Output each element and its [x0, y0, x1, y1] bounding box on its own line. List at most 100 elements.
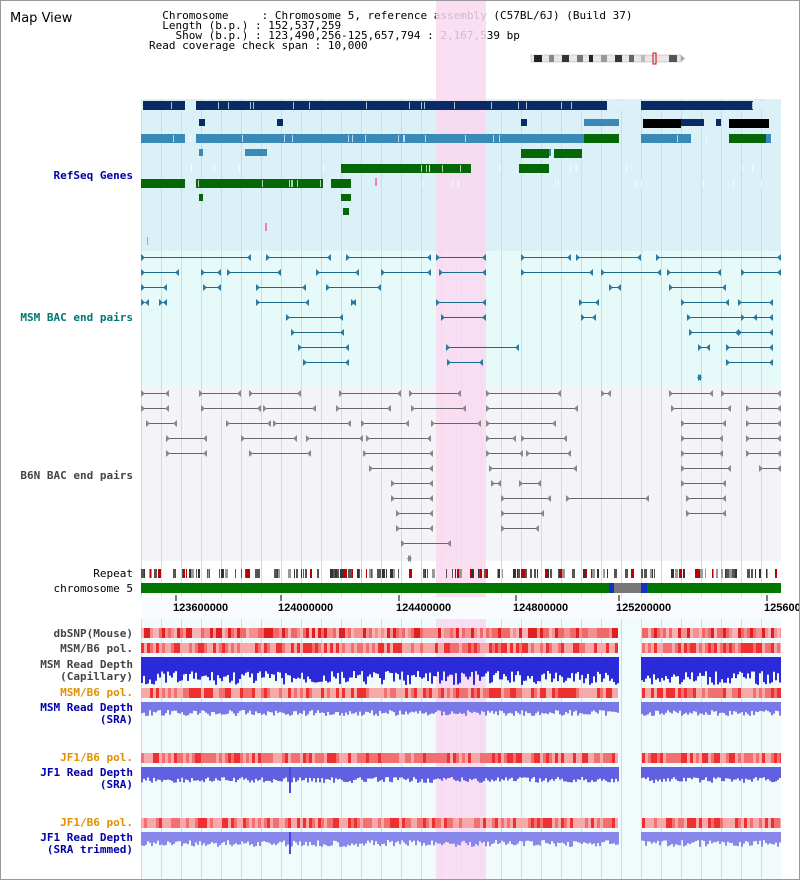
jf1-b6-pol-trimmed-strip	[663, 818, 666, 828]
bac-end-marker	[397, 390, 401, 397]
bac-end-marker	[482, 299, 486, 306]
dbsnp-strip	[369, 628, 372, 638]
msm-b6-pol-strip	[507, 643, 510, 653]
jf1-b6-pol-strip	[369, 753, 372, 763]
msm-read-depth-capillary-bar	[745, 657, 747, 679]
jf1-read-depth-bar	[575, 767, 577, 782]
jf1-b6-pol-trimmed-strip	[243, 818, 246, 828]
jf1-read-depth-bar	[651, 767, 653, 781]
msm-b6-pol-strip	[675, 643, 678, 653]
msm-read-depth-capillary-bar	[393, 657, 395, 682]
dbsnp-strip	[780, 628, 781, 638]
jf1-b6-pol-strip	[753, 753, 756, 763]
msm-b6-pol-sra-strip	[660, 688, 663, 698]
msm-read-depth-capillary-bar	[155, 657, 157, 681]
chromosome-ideogram[interactable]	[529, 52, 689, 66]
msm-read-depth-capillary-bar	[365, 657, 367, 685]
msm-b6-pol-sra-strip	[174, 688, 177, 698]
msm-b6-pol-sra-strip	[555, 688, 558, 698]
bac-end-marker	[355, 269, 359, 276]
msm-read-depth-sra-bar	[381, 702, 383, 714]
msm-read-depth-sra-bar	[723, 702, 725, 714]
msm-read-depth-sra-bar	[329, 702, 331, 715]
msm-b6-pol-sra-strip	[396, 688, 399, 698]
msm-read-depth-sra-bar	[671, 702, 673, 714]
jf1-b6-pol-strip	[396, 753, 399, 763]
track-label-msm-bac[interactable]: MSM BAC end pairs	[20, 311, 133, 324]
jf1-read-depth-trimmed-bar	[297, 832, 299, 846]
jf1-b6-pol-strip	[735, 753, 738, 763]
msm-read-depth-capillary-bar	[401, 657, 403, 672]
jf1-read-depth-bar	[207, 767, 209, 778]
msm-b6-pol-strip	[450, 643, 453, 653]
msm-read-depth-sra-bar	[291, 702, 293, 715]
jf1-b6-pol-trimmed-strip	[324, 818, 327, 828]
msm-read-depth-sra-bar	[535, 702, 537, 714]
jf1-read-depth-trimmed-bar	[737, 832, 739, 847]
bac-end-marker	[727, 405, 731, 412]
jf1-b6-pol-trimmed-strip	[378, 818, 381, 828]
bac-end-marker	[217, 284, 221, 291]
msm-read-depth-sra-bar	[599, 702, 601, 711]
genome-tracks-canvas[interactable]	[141, 1, 781, 880]
jf1-read-depth-trimmed-bar	[167, 832, 169, 842]
jf1-b6-pol-trimmed-strip	[525, 818, 528, 828]
jf1-read-depth-trimmed-bar	[299, 832, 301, 842]
jf1-read-depth-bar	[345, 767, 347, 783]
bac-end-marker	[486, 420, 490, 427]
jf1-b6-pol-strip	[747, 753, 750, 763]
jf1-b6-pol-trimmed-strip	[480, 818, 483, 828]
msm-b6-pol-strip	[438, 643, 441, 653]
repeat-element	[173, 569, 175, 578]
msm-read-depth-capillary-bar	[445, 657, 447, 682]
msm-read-depth-capillary-bar	[175, 657, 177, 672]
msm-read-depth-sra-bar	[205, 702, 207, 713]
jf1-b6-pol-strip	[675, 753, 678, 763]
jf1-read-depth-trimmed-bar	[365, 832, 367, 844]
msm-b6-pol-strip	[660, 643, 663, 653]
msm-read-depth-sra-bar	[203, 702, 205, 711]
msm-read-depth-capillary-bar	[177, 657, 179, 683]
msm-read-depth-sra-bar	[609, 702, 611, 712]
jf1-b6-pol-strip	[717, 753, 720, 763]
jf1-read-depth-trimmed-bar	[301, 832, 303, 846]
msm-read-depth-capillary-bar	[323, 657, 325, 676]
jf1-b6-pol-strip	[441, 753, 444, 763]
jf1-b6-pol-trimmed-strip	[468, 818, 471, 828]
jf1-b6-pol-trimmed-strip	[672, 818, 675, 828]
jf1-read-depth-bar	[153, 767, 155, 778]
jf1-b6-pol-trimmed-strip	[717, 818, 720, 828]
track-label-b6n-bac[interactable]: B6N BAC end pairs	[20, 469, 133, 482]
jf1-b6-pol-strip	[573, 753, 576, 763]
jf1-b6-pol-trimmed-strip	[441, 818, 444, 828]
jf1-read-depth-trimmed-bar	[505, 832, 507, 845]
dbsnp-strip	[750, 628, 753, 638]
repeat-element	[484, 569, 486, 578]
jf1-read-depth-bar	[525, 767, 527, 778]
jf1-read-depth-bar	[169, 767, 171, 780]
track-label-refseq-genes[interactable]: RefSeq Genes	[53, 169, 133, 182]
msm-read-depth-sra-bar	[615, 702, 617, 713]
jf1-read-depth-trimmed-bar	[589, 832, 591, 843]
jf1-read-depth-trimmed-bar	[601, 832, 603, 843]
repeat-element	[502, 569, 503, 578]
msm-read-depth-capillary-bar	[687, 657, 689, 678]
msm-read-depth-sra-bar	[307, 702, 309, 715]
msm-read-depth-capillary-bar	[493, 657, 495, 676]
dbsnp-strip	[675, 628, 678, 638]
msm-b6-pol-sra-strip	[195, 688, 198, 698]
gene-exon-tick	[576, 165, 577, 172]
jf1-b6-pol-trimmed-strip	[162, 818, 165, 828]
repeat-element	[182, 569, 183, 578]
jf1-b6-pol-strip	[246, 753, 249, 763]
jf1-read-depth-bar	[151, 767, 153, 783]
jf1-read-depth-trimmed-bar	[341, 832, 343, 847]
jf1-read-depth-bar	[417, 767, 419, 783]
msm-b6-pol-sra-strip	[387, 688, 390, 698]
msm-read-depth-capillary-bar	[441, 657, 443, 681]
msm-read-depth-capillary-bar	[373, 657, 375, 673]
jf1-b6-pol-trimmed-strip	[393, 818, 396, 828]
jf1-b6-pol-strip	[519, 753, 522, 763]
jf1-read-depth-trimmed-bar	[487, 832, 489, 842]
msm-read-depth-sra-bar	[277, 702, 279, 713]
